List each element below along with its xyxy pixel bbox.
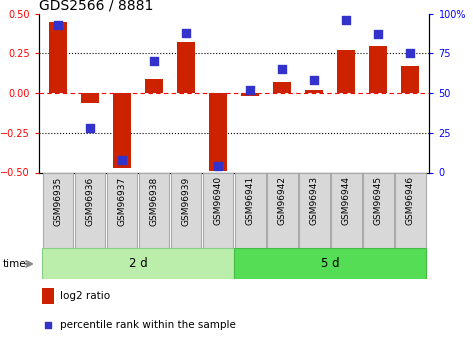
Text: GSM96944: GSM96944 (342, 176, 350, 225)
Bar (177, 42, 195, 93)
FancyBboxPatch shape (267, 172, 298, 248)
Bar (210, 93, 227, 171)
Point (44, 323, 52, 328)
Point (279, 67, 286, 72)
Point (54, 22, 62, 28)
Bar (402, 66, 419, 93)
Bar (145, 79, 163, 93)
Text: 5 d: 5 d (321, 257, 340, 270)
Point (246, 87, 254, 93)
Text: percentile rank within the sample: percentile rank within the sample (61, 320, 236, 330)
FancyBboxPatch shape (107, 172, 138, 248)
Point (406, 51, 414, 56)
Text: log2 ratio: log2 ratio (61, 291, 111, 301)
FancyBboxPatch shape (42, 248, 234, 279)
Text: GSM96945: GSM96945 (374, 176, 383, 225)
Text: GSM96941: GSM96941 (245, 176, 254, 225)
Text: GSM96938: GSM96938 (149, 176, 158, 226)
FancyBboxPatch shape (43, 172, 73, 248)
Text: 2 d: 2 d (129, 257, 148, 270)
FancyBboxPatch shape (363, 172, 394, 248)
Text: GSM96935: GSM96935 (53, 176, 62, 226)
Point (214, 164, 222, 169)
Text: GSM96946: GSM96946 (406, 176, 415, 225)
Point (310, 78, 318, 83)
Bar (273, 82, 291, 93)
FancyBboxPatch shape (203, 172, 234, 248)
Bar (369, 46, 387, 93)
FancyBboxPatch shape (331, 172, 361, 248)
Text: GSM96936: GSM96936 (86, 176, 95, 226)
Text: GDS2566 / 8881: GDS2566 / 8881 (39, 0, 153, 13)
Text: time: time (2, 259, 26, 269)
Text: GSM96937: GSM96937 (118, 176, 127, 226)
Bar (337, 50, 355, 93)
FancyBboxPatch shape (139, 172, 169, 248)
FancyBboxPatch shape (234, 248, 426, 279)
FancyBboxPatch shape (299, 172, 330, 248)
Text: GSM96940: GSM96940 (214, 176, 223, 225)
Point (118, 157, 126, 162)
FancyBboxPatch shape (75, 172, 105, 248)
FancyBboxPatch shape (171, 172, 201, 248)
Point (375, 32, 382, 37)
Bar (81, 93, 99, 103)
Point (150, 59, 158, 64)
Bar (306, 90, 323, 93)
FancyBboxPatch shape (235, 172, 265, 248)
FancyBboxPatch shape (395, 172, 426, 248)
Point (86, 125, 94, 131)
Bar (49, 22, 67, 93)
Point (182, 30, 190, 36)
Text: GSM96939: GSM96939 (182, 176, 191, 226)
Bar (113, 93, 131, 168)
Bar (42, 288, 54, 304)
Bar (241, 93, 259, 96)
Text: GSM96942: GSM96942 (278, 176, 287, 225)
Point (342, 17, 350, 23)
Text: GSM96943: GSM96943 (310, 176, 319, 225)
